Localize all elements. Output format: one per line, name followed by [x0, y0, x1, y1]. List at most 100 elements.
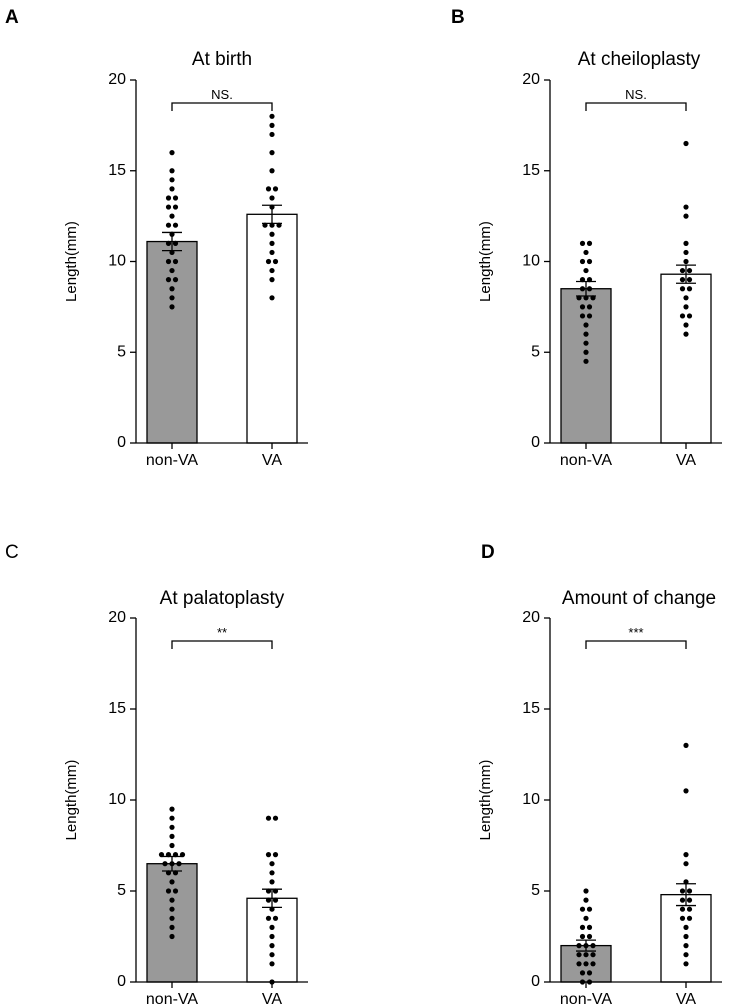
y-axis-label: Length(mm)	[63, 221, 80, 302]
data-point	[686, 313, 693, 319]
data-point	[586, 258, 593, 265]
data-point	[269, 249, 275, 256]
category-label: VA	[676, 452, 696, 469]
data-point	[165, 870, 172, 876]
data-point	[169, 304, 175, 310]
data-point	[165, 888, 172, 894]
data-point	[683, 240, 689, 246]
bar-va	[246, 213, 298, 444]
y-tick-label: 20	[108, 71, 126, 88]
data-point	[586, 304, 593, 310]
data-point	[583, 249, 589, 256]
data-point	[683, 788, 689, 794]
data-point	[679, 915, 686, 921]
data-point	[586, 906, 593, 912]
y-tick-label: 5	[117, 343, 126, 360]
data-point	[583, 943, 589, 949]
data-point	[683, 861, 689, 867]
data-point	[583, 952, 589, 958]
data-point	[158, 852, 165, 858]
chart-title: Amount of change	[562, 588, 716, 609]
data-point	[169, 231, 175, 237]
data-point	[683, 258, 689, 265]
data-point	[179, 852, 186, 858]
data-point	[683, 742, 689, 749]
data-point	[269, 195, 275, 201]
y-tick-label: 5	[117, 882, 126, 899]
data-point	[169, 168, 175, 174]
data-point	[683, 961, 689, 967]
significance-bracket	[585, 102, 687, 111]
data-point	[579, 970, 586, 976]
y-tick-label: 20	[522, 609, 540, 626]
data-point	[586, 240, 593, 246]
y-tick-label: 0	[117, 434, 126, 451]
data-point	[269, 131, 275, 138]
data-point	[683, 879, 689, 885]
data-point	[169, 915, 175, 921]
data-point	[579, 304, 586, 310]
data-point	[265, 815, 272, 821]
data-point	[583, 358, 589, 364]
panel-b: B At cheiloplasty Length(mm) 0 5 10 15 20 non-VA…	[451, 7, 722, 469]
y-tick-label: 15	[522, 700, 540, 717]
data-point	[269, 906, 275, 912]
data-point	[683, 140, 689, 147]
data-point	[172, 888, 179, 894]
y-axis-label: Length(mm)	[477, 221, 494, 302]
data-point	[169, 824, 175, 830]
data-point	[265, 852, 272, 858]
data-point	[265, 888, 272, 894]
data-point	[172, 222, 179, 228]
data-point	[586, 924, 593, 931]
data-point	[686, 906, 693, 912]
data-point	[272, 258, 279, 265]
data-point	[579, 924, 586, 931]
data-point	[679, 267, 686, 274]
data-point	[583, 295, 589, 301]
data-point	[683, 943, 689, 949]
data-point	[269, 961, 275, 967]
data-point	[276, 222, 282, 228]
data-point	[169, 933, 175, 940]
data-point	[165, 195, 172, 201]
data-point	[686, 277, 693, 283]
data-point	[586, 970, 593, 976]
data-point	[269, 879, 275, 885]
data-point	[579, 240, 586, 246]
data-point	[269, 122, 275, 128]
data-point	[679, 313, 686, 319]
y-tick-label: 20	[108, 609, 126, 626]
y-tick-label: 5	[531, 882, 540, 899]
panel-letter: D	[481, 542, 495, 563]
data-point	[683, 933, 689, 940]
panel-a: A At birth Length(mm) 0 5 10 15 20 non-VA VA NS.	[5, 7, 308, 469]
y-tick-label: 10	[522, 791, 540, 808]
data-point	[269, 295, 275, 301]
bar-va	[660, 273, 712, 444]
data-point	[586, 313, 593, 319]
data-point	[272, 897, 279, 903]
data-point	[679, 286, 686, 292]
bar-non-va	[146, 240, 198, 444]
y-tick-label: 0	[531, 434, 540, 451]
data-point	[683, 852, 689, 858]
data-point	[269, 222, 275, 228]
data-point	[579, 933, 586, 940]
data-point	[169, 842, 175, 849]
category-label: VA	[262, 452, 282, 469]
data-point	[579, 313, 586, 319]
data-point	[169, 186, 175, 192]
data-point	[269, 870, 275, 876]
data-point	[576, 943, 582, 949]
data-point	[269, 113, 275, 119]
data-point	[679, 906, 686, 912]
data-point	[272, 888, 279, 894]
data-point	[269, 952, 275, 958]
data-point	[590, 952, 596, 958]
data-point	[686, 888, 693, 894]
data-point	[583, 897, 589, 903]
data-point	[686, 286, 693, 292]
data-point	[683, 924, 689, 931]
